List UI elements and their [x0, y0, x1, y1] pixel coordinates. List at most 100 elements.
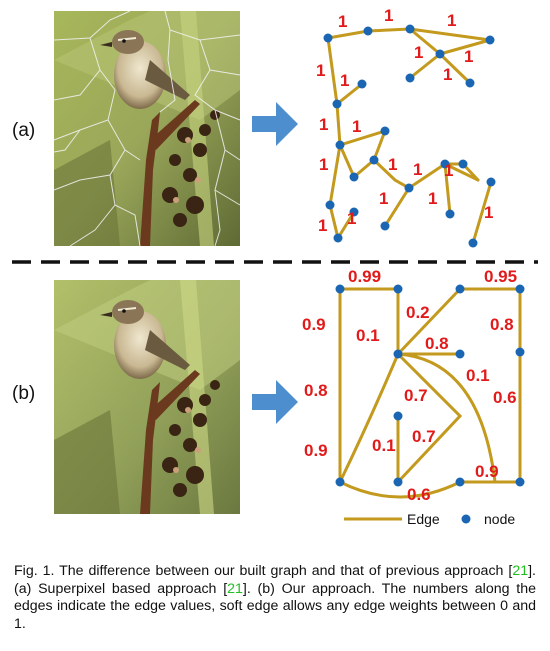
graph-node — [455, 284, 465, 294]
graph-node — [404, 183, 414, 193]
graph-node — [325, 200, 335, 210]
graph-edge — [443, 162, 452, 216]
graph-node — [445, 209, 455, 219]
edge-weight: 1 — [484, 203, 493, 222]
edge-weight: 0.95 — [484, 267, 517, 286]
graph-node — [335, 477, 345, 487]
edge-weight: 1 — [447, 11, 456, 30]
edge-weight: 0.9 — [475, 462, 499, 481]
graph-node — [335, 284, 345, 294]
graph-node — [335, 140, 345, 150]
legend-node-swatch — [461, 514, 471, 524]
graph-node — [357, 79, 367, 89]
graph-edge — [408, 52, 442, 80]
bird-photo — [54, 280, 240, 514]
edge-weight: 1 — [338, 12, 347, 31]
graph-edge — [338, 480, 462, 499]
edge-weight: 0.1 — [356, 326, 380, 345]
edge-weight: 0.1 — [466, 366, 490, 385]
panel-label-b: (b) — [12, 383, 35, 404]
edge-weight: 1 — [319, 155, 328, 174]
graph-node — [333, 233, 343, 243]
caption-text: Fig. 1. The difference between our built… — [14, 563, 513, 579]
graph-node — [405, 73, 415, 83]
graph-edge — [338, 352, 400, 484]
graph-edge — [396, 352, 463, 484]
graph-edge — [338, 143, 356, 179]
graph-node — [380, 126, 390, 136]
edge-weight: 1 — [319, 115, 328, 134]
graph-a: 1 1 1 1 1 1 1 1 1 1 1 1 1 1 1 1 1 1 1 — [316, 6, 496, 248]
graph-edge — [408, 27, 442, 56]
edge-weight: 0.8 — [304, 381, 328, 400]
graph-node — [435, 49, 445, 59]
edge-weight: 1 — [443, 65, 452, 84]
graph-edge — [438, 52, 472, 85]
caption-text: ]. (b) Our approach. The numbers along t… — [14, 580, 536, 632]
graph-node — [332, 99, 342, 109]
bird-photo-superpixel — [53, 10, 241, 247]
graph-node — [369, 155, 379, 165]
graph-b: 0.99 0.95 0.9 0.2 0.8 0.1 0.8 0.8 0.1 0.… — [302, 267, 525, 504]
graph-node — [485, 35, 495, 45]
graph-node — [393, 284, 403, 294]
citation-link[interactable]: 21 — [227, 580, 243, 597]
graph-node — [393, 411, 403, 421]
figure-caption: Fig. 1. The difference between our built… — [14, 563, 536, 633]
edge-weight: 1 — [464, 47, 473, 66]
graph-node — [458, 159, 468, 169]
graph-edge — [326, 27, 492, 42]
edge-weight: 0.8 — [490, 315, 514, 334]
edge-weight: 1 — [379, 189, 388, 208]
edge-weight: 1 — [316, 61, 325, 80]
graph-edge — [396, 287, 462, 356]
graph-node — [455, 349, 465, 359]
graph-edge — [396, 352, 497, 484]
graph-node — [440, 159, 450, 169]
panel-label-a: (a) — [12, 120, 35, 141]
caption-text: ]. (a) Superpixel based approach [ — [14, 563, 536, 597]
graph-node — [515, 347, 525, 357]
graph-node — [486, 177, 496, 187]
edge-weight: 0.7 — [404, 386, 428, 405]
edge-weight: 0.9 — [302, 315, 326, 334]
graph-node — [455, 477, 465, 487]
edge-weight: 0.6 — [407, 485, 431, 504]
citation-link[interactable]: 21 — [512, 563, 529, 579]
edge-weight: 1 — [413, 160, 422, 179]
edge-weight: 0.6 — [493, 388, 517, 407]
edge-weight: 0.1 — [372, 436, 396, 455]
legend-edge-label: Edge — [407, 511, 440, 527]
edge-weight: 1 — [384, 6, 393, 25]
edge-weight: 1 — [352, 117, 361, 136]
graph-node — [405, 24, 415, 34]
graph-edge — [471, 180, 493, 245]
edge-weight: 1 — [428, 189, 437, 208]
graph-node — [515, 477, 525, 487]
graph-node — [380, 221, 390, 231]
graph-node — [515, 284, 525, 294]
edge-weight: 0.8 — [425, 334, 449, 353]
graph-node — [393, 349, 403, 359]
graph-edge — [438, 38, 492, 56]
edge-weight: 1 — [414, 43, 423, 62]
edge-weight: 1 — [444, 161, 453, 180]
edge-weight: 1 — [347, 209, 356, 228]
graph-node — [465, 78, 475, 88]
legend: Edge node — [344, 511, 515, 527]
graph-edge — [328, 143, 342, 207]
graph-node — [323, 33, 333, 43]
graph-node — [363, 26, 373, 36]
figure-graphic: (a) (b) — [12, 6, 538, 527]
graph-node — [349, 207, 359, 217]
graph-edge — [383, 186, 411, 228]
legend-node-label: node — [484, 511, 515, 527]
edge-weight: 0.99 — [348, 267, 381, 286]
graph-node — [393, 477, 403, 487]
edge-weight: 0.9 — [304, 441, 328, 460]
edge-weight: 1 — [340, 71, 349, 90]
edge-weight: 1 — [388, 155, 397, 174]
graph-node — [468, 238, 478, 248]
arrow-icon — [252, 380, 298, 424]
edge-weight: 0.7 — [412, 427, 436, 446]
